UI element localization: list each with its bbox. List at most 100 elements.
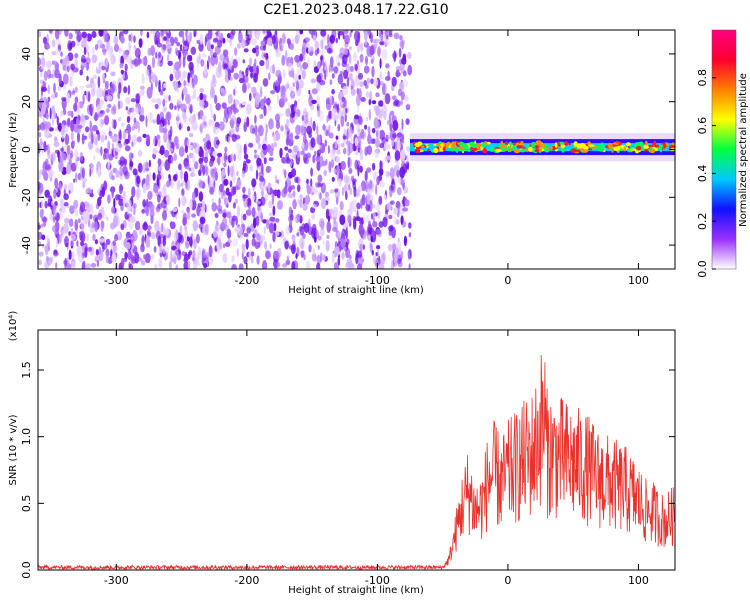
noise-blob: [207, 39, 212, 51]
noise-blob: [160, 30, 163, 37]
noise-blob: [65, 242, 69, 248]
noise-blob: [233, 99, 240, 106]
noise-blob: [230, 127, 235, 135]
spectrogram-x-tick-label: 0: [504, 274, 511, 287]
noise-blob: [193, 31, 196, 38]
noise-blob: [128, 218, 134, 230]
noise-blob: [399, 58, 402, 65]
noise-blob: [387, 244, 393, 252]
noise-blob: [239, 144, 242, 153]
noise-blob: [105, 135, 107, 141]
noise-blob: [291, 261, 296, 269]
noise-blob: [187, 260, 191, 269]
noise-blob: [368, 108, 371, 121]
noise-blob: [95, 249, 99, 256]
noise-blob: [407, 248, 412, 260]
noise-blob: [175, 142, 179, 150]
noise-blob: [289, 218, 292, 229]
noise-blob: [73, 178, 76, 183]
noise-blob: [48, 73, 54, 79]
noise-blob: [75, 157, 78, 168]
noise-blob: [51, 39, 56, 48]
noise-blob: [91, 30, 97, 39]
noise-blob: [215, 221, 220, 232]
noise-blob: [174, 173, 178, 180]
noise-blob: [182, 86, 188, 96]
noise-blob: [367, 125, 371, 136]
noise-blob: [64, 257, 67, 269]
noise-blob: [263, 226, 266, 235]
noise-blob: [343, 30, 349, 35]
noise-blob: [185, 239, 190, 249]
noise-blob: [351, 199, 358, 208]
noise-blob: [355, 39, 359, 46]
noise-blob: [59, 198, 64, 210]
signal-blob: [561, 146, 565, 153]
noise-blob: [217, 39, 223, 48]
noise-blob: [47, 257, 52, 266]
noise-blob: [79, 69, 83, 76]
noise-blob: [120, 223, 125, 231]
noise-blob: [343, 69, 349, 80]
noise-blob: [96, 39, 103, 49]
noise-blob: [158, 79, 161, 86]
noise-blob: [249, 124, 255, 134]
noise-blob: [115, 194, 121, 201]
colorbar: [711, 29, 737, 270]
noise-blob: [285, 108, 291, 118]
noise-blob: [335, 37, 338, 44]
noise-blob: [86, 247, 92, 252]
noise-blob: [38, 169, 41, 181]
noise-blob: [348, 167, 353, 174]
noise-blob: [226, 228, 232, 239]
noise-blob: [233, 72, 239, 80]
noise-blob: [186, 208, 191, 220]
noise-blob: [212, 74, 216, 84]
noise-blob: [209, 187, 214, 195]
noise-blob: [340, 143, 345, 148]
noise-blob: [306, 125, 312, 135]
noise-blob: [223, 151, 228, 163]
noise-blob: [345, 227, 348, 239]
noise-blob: [269, 147, 274, 157]
noise-blob: [338, 30, 341, 40]
noise-blob: [101, 90, 105, 97]
signal-blob: [636, 146, 642, 151]
noise-blob: [158, 150, 165, 155]
noise-blob: [351, 263, 355, 269]
noise-blob: [408, 222, 412, 229]
noise-blob: [178, 163, 182, 171]
noise-blob: [288, 70, 294, 78]
noise-blob: [157, 165, 163, 172]
noise-blob: [142, 56, 148, 66]
noise-blob: [354, 114, 360, 120]
noise-blob: [111, 187, 114, 199]
noise-blob: [370, 235, 374, 243]
noise-blob: [247, 64, 252, 71]
noise-blob: [302, 61, 308, 70]
noise-blob: [85, 188, 88, 195]
noise-blob: [320, 221, 325, 230]
signal-blob: [427, 148, 430, 152]
noise-blob: [233, 153, 236, 162]
noise-blob: [308, 89, 311, 95]
noise-blob: [60, 59, 63, 64]
noise-blob: [82, 93, 85, 105]
noise-blob: [91, 81, 96, 90]
noise-blob: [169, 148, 174, 153]
noise-blob: [143, 162, 146, 174]
noise-blob: [128, 34, 132, 42]
noise-blob: [275, 69, 282, 78]
noise-blob: [344, 114, 347, 123]
noise-blob: [272, 63, 276, 75]
noise-blob: [389, 188, 393, 198]
noise-blob: [120, 69, 124, 75]
noise-blob: [350, 30, 353, 33]
noise-blob: [400, 177, 404, 186]
noise-blob: [103, 30, 108, 35]
snr-y-label: SNR (10 * v/v): [8, 414, 19, 485]
noise-blob: [275, 30, 278, 36]
noise-blob: [51, 60, 56, 65]
noise-blob: [254, 114, 257, 125]
noise-blob: [38, 112, 43, 118]
